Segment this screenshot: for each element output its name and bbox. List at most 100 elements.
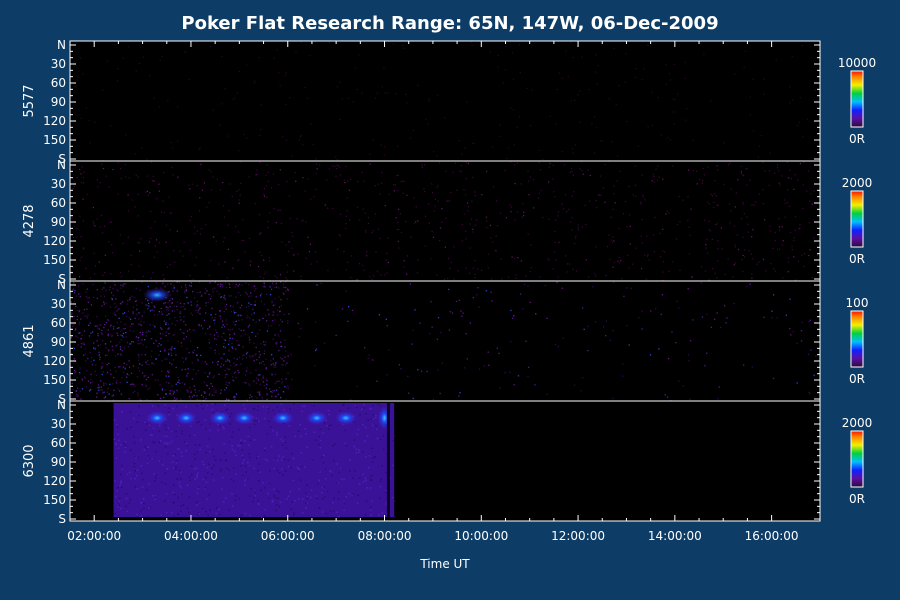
data-speckle [458, 140, 460, 142]
y-tick-label: N [57, 158, 66, 172]
data-speckle [692, 139, 694, 141]
data-speckle [238, 259, 240, 261]
data-speckle [225, 383, 227, 386]
data-speckle [163, 278, 165, 280]
data-speckle [285, 350, 287, 352]
data-speckle [315, 163, 318, 165]
data-speckle [155, 282, 158, 284]
data-speckle [172, 298, 174, 300]
data-speckle [154, 476, 157, 479]
data-speckle [379, 480, 382, 483]
data-speckle [138, 242, 140, 244]
data-speckle [782, 277, 784, 279]
data-speckle [154, 480, 156, 482]
data-speckle [206, 466, 209, 469]
data-speckle [534, 384, 536, 386]
data-blob [334, 411, 357, 425]
data-speckle [70, 397, 72, 399]
data-speckle [205, 452, 208, 454]
data-speckle [182, 255, 184, 257]
data-speckle [416, 272, 419, 274]
data-speckle [209, 450, 211, 453]
data-speckle [147, 308, 149, 310]
data-speckle [266, 433, 269, 435]
data-speckle [324, 496, 326, 498]
data-speckle [81, 166, 83, 168]
data-speckle [338, 234, 340, 236]
data-speckle [144, 354, 146, 356]
data-speckle [348, 306, 350, 308]
data-blob [271, 411, 294, 425]
data-speckle [149, 310, 152, 312]
data-speckle [200, 228, 202, 230]
data-speckle [357, 428, 360, 431]
data-speckle [552, 178, 554, 180]
data-speckle [574, 144, 576, 146]
data-speckle [214, 403, 217, 405]
data-speckle [313, 196, 315, 198]
data-speckle [276, 434, 278, 436]
data-speckle [531, 89, 533, 91]
data-speckle [232, 467, 235, 469]
data-speckle [137, 193, 139, 195]
data-speckle [240, 314, 242, 317]
data-speckle [431, 191, 434, 194]
data-speckle [251, 308, 254, 311]
data-speckle [653, 175, 655, 178]
data-speckle [614, 202, 616, 204]
data-speckle [417, 259, 419, 261]
y-tick-label: N [57, 398, 66, 412]
data-speckle [88, 297, 90, 299]
data-speckle [121, 335, 124, 337]
data-speckle [224, 404, 226, 406]
data-speckle [723, 142, 725, 144]
data-speckle [71, 312, 73, 314]
data-speckle [668, 212, 670, 214]
data-speckle [297, 470, 300, 472]
data-speckle [89, 142, 91, 144]
data-speckle [465, 178, 467, 180]
data-speckle [267, 226, 269, 229]
data-speckle [281, 358, 283, 360]
data-speckle [206, 363, 208, 365]
data-speckle [126, 373, 128, 375]
data-speckle [472, 297, 474, 299]
data-speckle [76, 395, 78, 397]
data-speckle [140, 502, 143, 504]
data-speckle [237, 370, 239, 372]
data-speckle [219, 425, 221, 427]
data-speckle [285, 72, 287, 74]
data-speckle [238, 428, 240, 431]
y-tick-label: 90 [51, 335, 66, 349]
data-speckle [753, 204, 755, 206]
data-speckle [472, 176, 474, 179]
data-speckle [274, 298, 276, 300]
data-speckle [196, 477, 198, 479]
data-speckle [257, 480, 260, 482]
data-speckle [127, 299, 129, 301]
data-speckle [209, 372, 211, 374]
data-speckle [283, 293, 285, 295]
data-speckle [251, 331, 253, 333]
data-speckle [613, 185, 615, 187]
data-speckle [205, 398, 207, 400]
data-speckle [463, 367, 466, 369]
data-speckle [78, 310, 80, 313]
data-speckle [162, 463, 164, 466]
data-speckle [137, 354, 140, 356]
data-speckle [786, 161, 788, 163]
data-speckle [670, 79, 672, 81]
data-speckle [626, 226, 628, 228]
data-speckle [511, 52, 514, 54]
data-speckle [131, 341, 133, 343]
data-speckle [257, 502, 260, 505]
colorbar-max-label: 2000 [842, 416, 873, 430]
data-speckle [242, 474, 244, 476]
data-speckle [259, 394, 261, 396]
data-speckle [262, 381, 264, 383]
data-speckle [98, 387, 101, 389]
data-speckle [82, 73, 84, 75]
data-speckle [228, 368, 230, 370]
data-speckle [93, 359, 95, 361]
data-speckle [449, 311, 452, 313]
